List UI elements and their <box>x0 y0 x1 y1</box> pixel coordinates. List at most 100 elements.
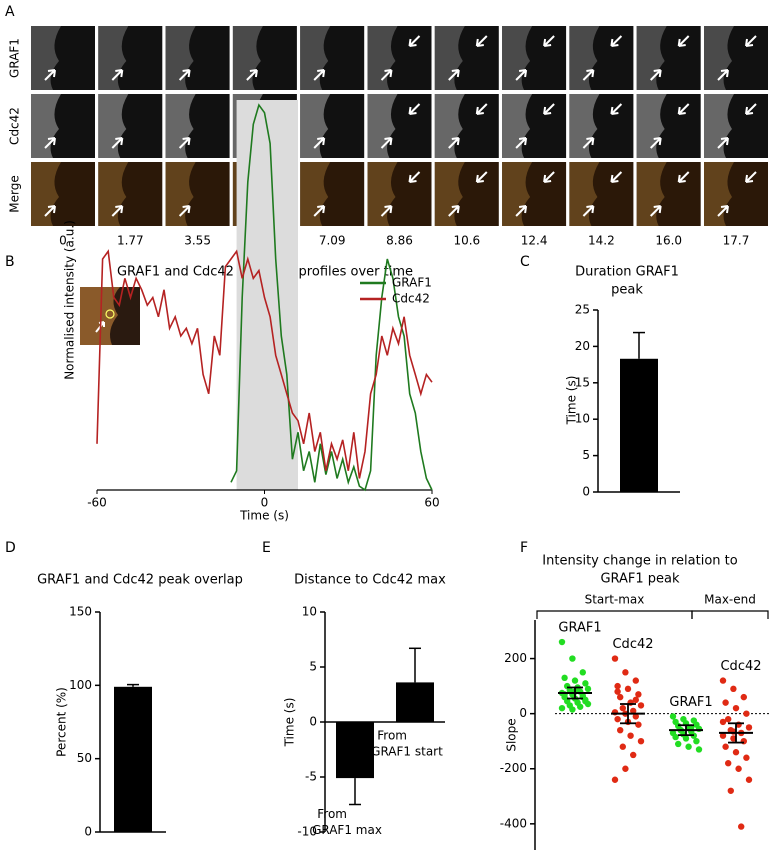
y-axis-label: Time (s) <box>565 376 579 426</box>
y-axis-label: Slope <box>505 718 519 751</box>
chart-title: Duration GRAF1 <box>575 265 679 280</box>
dot <box>579 669 586 676</box>
time-label: 17.7 <box>723 234 750 248</box>
cell-shape <box>434 26 465 90</box>
series-label: GRAF1 <box>558 621 601 636</box>
cell-shape <box>502 26 533 90</box>
y-tick-label: 150 <box>69 605 92 619</box>
y-tick-label: 0 <box>84 825 92 839</box>
cell-shape <box>31 162 61 226</box>
category-label: From <box>377 729 407 743</box>
dot <box>722 743 729 750</box>
bar <box>396 682 434 722</box>
cell-shape <box>165 162 196 226</box>
dot <box>617 693 624 701</box>
dot <box>675 740 682 748</box>
dot <box>695 746 703 753</box>
dot <box>635 721 642 728</box>
panel-label: B <box>5 254 15 270</box>
cell-shape <box>367 162 398 226</box>
arrow <box>408 171 421 183</box>
row-label: Merge <box>8 175 22 212</box>
bar <box>620 358 658 492</box>
dot <box>682 735 690 742</box>
dot <box>571 677 579 684</box>
dot <box>743 710 750 717</box>
cell-shape <box>434 162 465 226</box>
arrow <box>246 69 258 81</box>
cell-shape <box>31 26 61 90</box>
time-label: 1.77 <box>117 234 144 248</box>
arrow <box>178 137 191 149</box>
group-label: Start-max <box>585 593 645 607</box>
arrow <box>44 137 56 149</box>
dot <box>558 704 566 712</box>
chart-title: Distance to Cdc42 max <box>294 573 446 588</box>
dot <box>614 715 621 723</box>
dot <box>569 655 576 662</box>
dot <box>617 726 624 734</box>
dot <box>584 685 592 693</box>
panel-label: A <box>5 4 15 20</box>
dot <box>582 680 589 687</box>
dot <box>632 696 639 704</box>
time-label: 16.0 <box>655 234 682 248</box>
arrow <box>543 35 555 47</box>
dot <box>719 677 727 684</box>
dot <box>614 682 621 690</box>
dot <box>719 718 727 726</box>
dot <box>582 698 589 705</box>
arrow <box>111 69 124 81</box>
group-bracket <box>536 610 693 619</box>
arrow <box>475 35 488 47</box>
legend-label: Cdc42 <box>392 292 430 306</box>
dot <box>727 787 734 794</box>
y-tick-label: 5 <box>309 660 317 674</box>
category-label: GRAF1 max <box>312 823 382 837</box>
dot <box>637 702 645 709</box>
category-label: From <box>317 807 347 821</box>
arrow <box>313 205 326 217</box>
y-tick-label: 0 <box>582 485 590 499</box>
dot <box>743 754 750 761</box>
dot <box>630 707 637 715</box>
y-tick-label: 0 <box>309 715 317 729</box>
arrow <box>649 137 662 149</box>
panel-label: D <box>5 540 16 556</box>
arrow <box>475 103 488 115</box>
dot <box>738 823 745 830</box>
dot <box>685 743 692 750</box>
y-tick-label: -200 <box>500 761 527 775</box>
dot <box>722 699 729 706</box>
series-label: Cdc42 <box>612 637 653 652</box>
y-tick-label: -5 <box>305 770 317 784</box>
cell-shape <box>704 26 734 90</box>
time-label: 7.09 <box>319 234 346 248</box>
bar <box>336 722 374 779</box>
cell-shape <box>502 162 533 226</box>
dot <box>611 655 619 662</box>
series-label: GRAF1 <box>669 695 712 710</box>
dot <box>619 704 626 712</box>
group-bracket <box>691 610 769 619</box>
arrow <box>610 171 623 183</box>
y-tick-label: 50 <box>77 751 92 765</box>
legend-label: GRAF1 <box>392 276 432 290</box>
chart-title: peak <box>611 283 643 298</box>
arrow <box>745 35 757 47</box>
arrow <box>610 35 623 47</box>
arrow <box>543 171 555 183</box>
arrow <box>677 171 690 183</box>
y-tick-label: 20 <box>575 339 590 353</box>
cell-shape <box>569 26 600 90</box>
shaded-span <box>236 100 298 490</box>
dot <box>719 732 727 739</box>
time-label: 8.86 <box>386 234 413 248</box>
dot <box>725 760 732 767</box>
y-axis-label: Time (s) <box>283 698 297 748</box>
dot <box>619 743 626 750</box>
cell-shape <box>31 94 61 158</box>
dot <box>725 715 732 723</box>
arrow <box>178 69 191 81</box>
